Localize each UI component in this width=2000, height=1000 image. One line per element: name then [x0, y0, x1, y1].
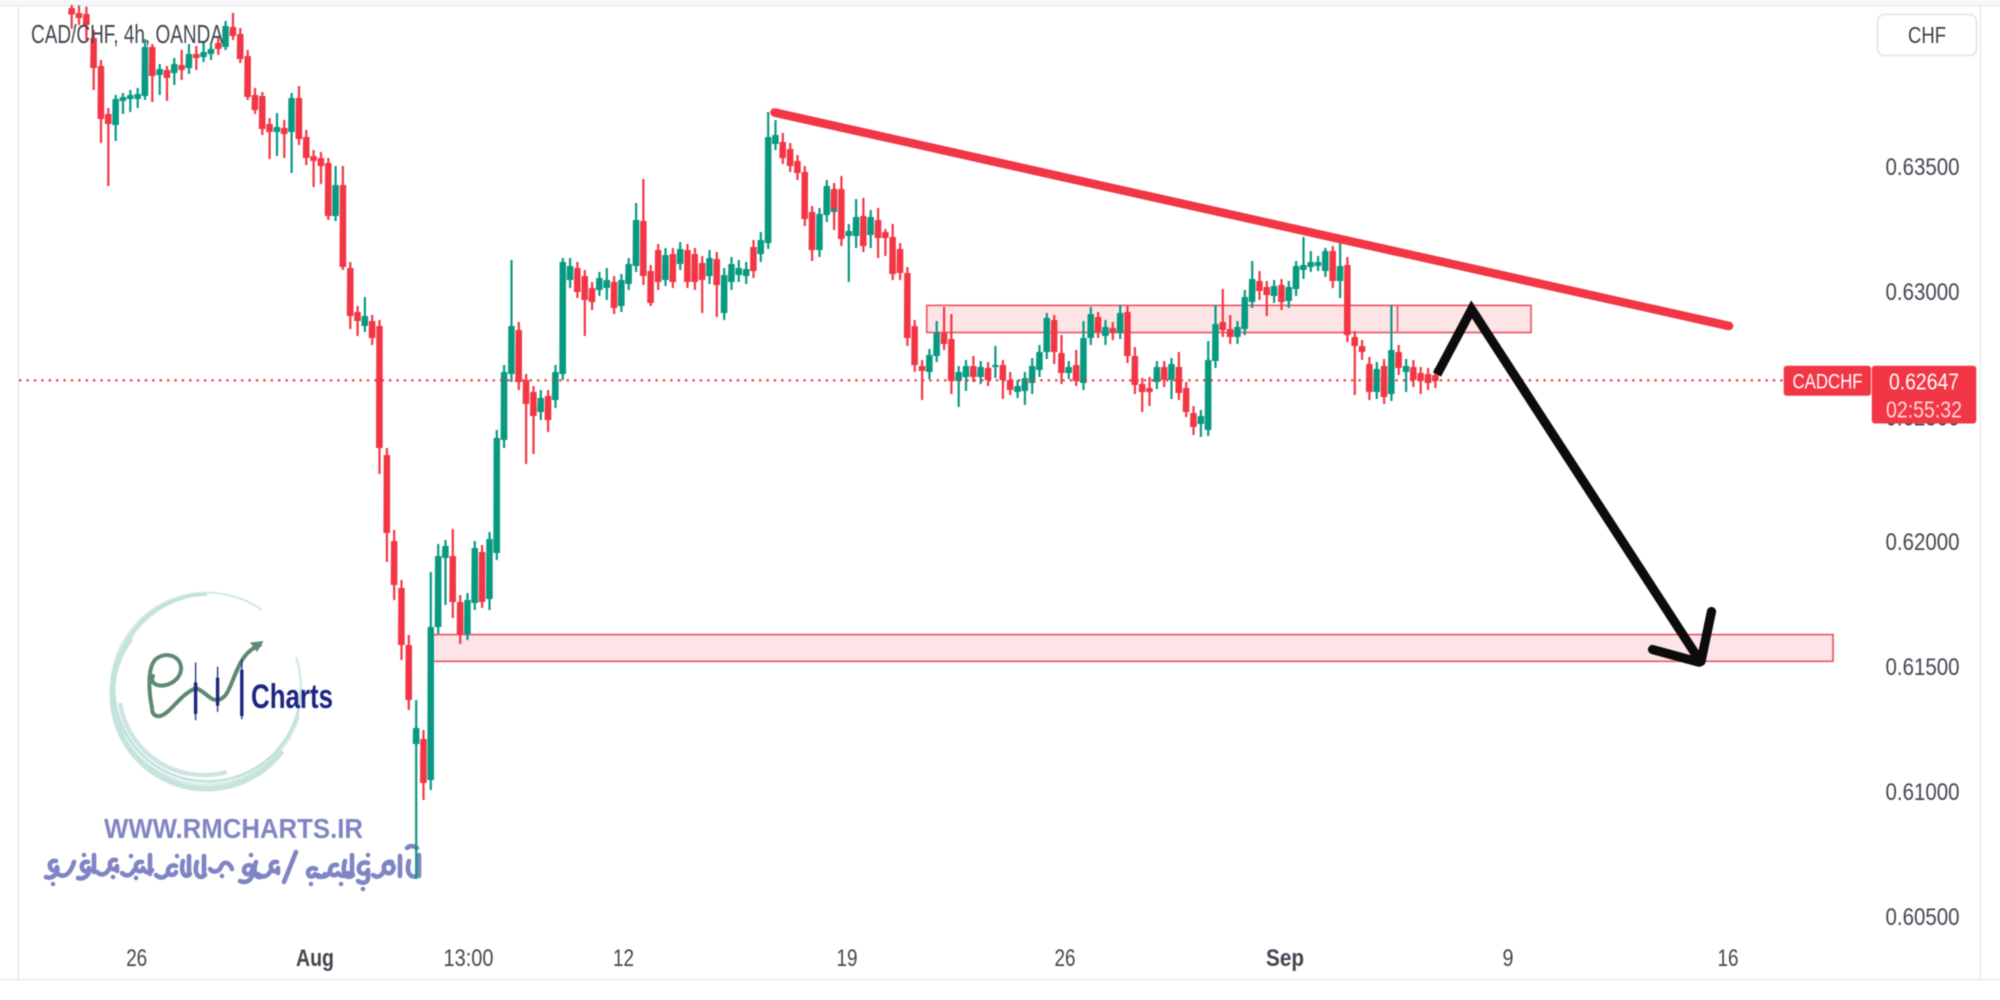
svg-text:26: 26: [1055, 945, 1076, 972]
svg-text:02:55:32: 02:55:32: [1886, 397, 1962, 423]
svg-text:WWW.RMCHARTS.IR: WWW.RMCHARTS.IR: [104, 813, 363, 844]
svg-text:9: 9: [1503, 945, 1514, 972]
svg-text:0.63500: 0.63500: [1886, 154, 1960, 181]
svg-text:0.61500: 0.61500: [1886, 654, 1960, 681]
svg-text:CHF: CHF: [1908, 22, 1946, 48]
svg-text:Charts: Charts: [251, 678, 333, 716]
svg-text:Aug: Aug: [296, 945, 334, 972]
svg-text:0.61000: 0.61000: [1886, 779, 1960, 806]
svg-text:13:00: 13:00: [444, 945, 494, 972]
svg-text:Sep: Sep: [1266, 945, 1304, 972]
svg-text:26: 26: [126, 945, 147, 972]
svg-text:0.60500: 0.60500: [1886, 904, 1960, 931]
svg-text:0.62647: 0.62647: [1889, 369, 1959, 395]
svg-text:16: 16: [1718, 945, 1739, 972]
svg-text:19: 19: [837, 945, 858, 972]
svg-text:CAD/CHF, 4h, OANDA: CAD/CHF, 4h, OANDA: [31, 19, 223, 49]
svg-text:0.63000: 0.63000: [1886, 279, 1960, 306]
svg-text:CADCHF: CADCHF: [1793, 371, 1863, 394]
svg-text:0.62000: 0.62000: [1886, 529, 1960, 556]
svg-text:12: 12: [613, 945, 634, 972]
